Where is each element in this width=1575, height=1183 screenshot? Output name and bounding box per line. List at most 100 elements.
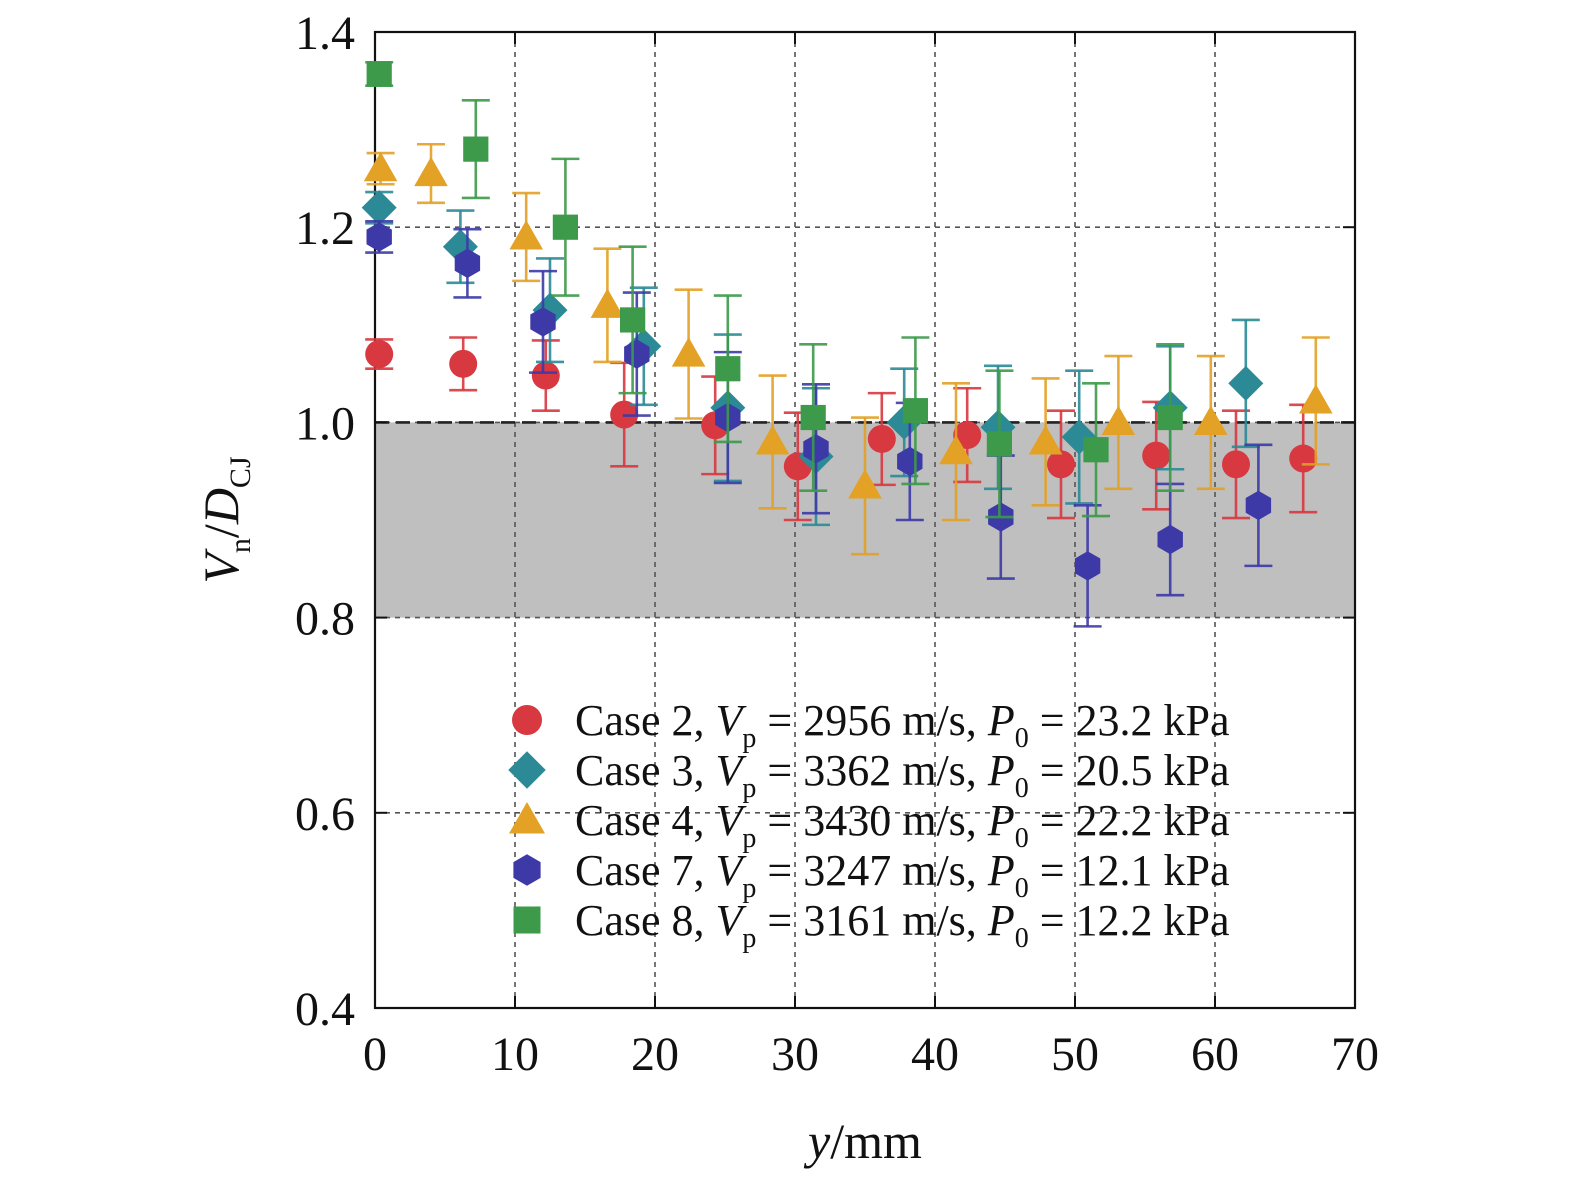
data-point xyxy=(848,469,882,499)
y-tick-label: 0.4 xyxy=(295,983,355,1036)
legend-label: Case 4, Vp = 3430 m/s, P0 = 22.2 kPa xyxy=(575,796,1230,854)
x-axis-symbol: y xyxy=(803,1113,831,1169)
data-point xyxy=(1289,444,1318,473)
legend-v-value: = 3362 m/s, xyxy=(756,746,987,795)
legend-label: Case 7, Vp = 3247 m/s, P0 = 12.1 kPa xyxy=(575,846,1230,904)
data-point xyxy=(1299,384,1333,414)
legend-marker xyxy=(509,802,545,834)
data-point xyxy=(454,248,481,278)
y-axis-subscript-cj: CJ xyxy=(224,456,257,488)
data-point xyxy=(755,425,790,455)
legend-v-value: = 2956 m/s, xyxy=(756,696,987,745)
legend-v-subscript: p xyxy=(742,873,756,904)
legend-v-symbol: V xyxy=(716,746,748,795)
x-tick-label: 10 xyxy=(491,1028,539,1081)
data-point xyxy=(1074,551,1101,581)
data-point xyxy=(902,398,928,424)
legend-v-subscript: p xyxy=(742,723,756,754)
legend-entry: Case 7, Vp = 3247 m/s, P0 = 12.1 kPa xyxy=(513,846,1230,904)
y-axis-title: Vn/DCJ xyxy=(193,456,257,584)
legend-v-subscript: p xyxy=(742,773,756,804)
series-case-4 xyxy=(363,142,1333,556)
series-case-2 xyxy=(365,336,1318,522)
data-point xyxy=(1245,490,1272,521)
y-tick-label: 1.2 xyxy=(295,202,355,255)
legend-p-symbol: P xyxy=(987,746,1015,795)
x-tick-label: 40 xyxy=(911,1028,959,1081)
data-point xyxy=(867,424,896,453)
x-tick-label: 50 xyxy=(1051,1028,1099,1081)
y-tick-label: 1.4 xyxy=(295,7,355,60)
data-point xyxy=(363,151,398,182)
legend-v-subscript: p xyxy=(742,923,756,954)
x-tick-label: 30 xyxy=(771,1028,819,1081)
legend-v-symbol: V xyxy=(716,796,748,845)
legend-marker xyxy=(513,906,541,934)
legend-case: Case 2, xyxy=(575,696,716,745)
data-point xyxy=(552,214,578,240)
data-point xyxy=(365,340,394,369)
x-tick-label: 0 xyxy=(363,1028,387,1081)
legend-p-value: = 20.5 kPa xyxy=(1029,746,1230,795)
legend-label: Case 8, Vp = 3161 m/s, P0 = 12.2 kPa xyxy=(575,896,1230,954)
legend-marker xyxy=(508,751,546,789)
data-point xyxy=(1157,404,1183,431)
data-point xyxy=(1142,441,1171,470)
legend-p-value: = 23.2 kPa xyxy=(1029,696,1230,745)
data-point xyxy=(1228,365,1264,401)
legend-entry: Case 3, Vp = 3362 m/s, P0 = 20.5 kPa xyxy=(508,746,1230,804)
legend-entry: Case 4, Vp = 3430 m/s, P0 = 22.2 kPa xyxy=(509,796,1230,854)
data-point xyxy=(953,421,982,450)
legend-entry: Case 8, Vp = 3161 m/s, P0 = 12.2 kPa xyxy=(513,896,1230,954)
series-case-7 xyxy=(365,220,1273,628)
data-point xyxy=(463,136,489,162)
data-point xyxy=(715,356,741,382)
data-point xyxy=(1157,524,1183,555)
series-layer xyxy=(361,60,1333,628)
data-point xyxy=(361,190,397,226)
x-axis-title: y/mm xyxy=(803,1113,922,1169)
legend-label: Case 3, Vp = 3362 m/s, P0 = 20.5 kPa xyxy=(575,746,1230,804)
x-axis-unit: /mm xyxy=(830,1113,922,1169)
legend-v-subscript: p xyxy=(742,823,756,854)
y-axis-slash: / xyxy=(193,524,249,538)
legend-p-subscript: 0 xyxy=(1015,823,1029,854)
data-point xyxy=(620,307,646,333)
data-point xyxy=(449,349,478,378)
y-axis-symbol-d: D xyxy=(193,488,249,525)
data-point xyxy=(1083,437,1109,463)
data-point xyxy=(1047,450,1075,479)
x-tick-label: 70 xyxy=(1331,1028,1379,1081)
legend-case: Case 3, xyxy=(575,746,716,795)
legend-p-value: = 22.2 kPa xyxy=(1029,796,1230,845)
data-point xyxy=(939,434,973,465)
tick-layer: 0 10 20 30 40 50 60 70 0.4 0.6 0.8 1.0 1.2 1.4 xyxy=(295,7,1379,1081)
legend-label: Case 2, Vp = 2956 m/s, P0 = 23.2 kPa xyxy=(575,696,1230,754)
y-tick-label: 0.6 xyxy=(295,788,355,841)
legend-p-subscript: 0 xyxy=(1015,723,1029,754)
series-case-8 xyxy=(365,60,1185,519)
legend-p-subscript: 0 xyxy=(1015,773,1029,804)
legend-marker xyxy=(513,854,541,886)
legend-v-symbol: V xyxy=(716,896,748,945)
legend-v-value: = 3161 m/s, xyxy=(756,896,987,945)
data-point xyxy=(509,220,543,250)
y-axis-subscript-n: n xyxy=(224,538,257,553)
legend-marker xyxy=(512,705,542,735)
data-point xyxy=(366,61,392,87)
legend-case: Case 7, xyxy=(575,846,716,895)
y-axis-symbol-v: V xyxy=(193,548,249,584)
legend-v-value: = 3247 m/s, xyxy=(756,846,987,895)
legend-case: Case 8, xyxy=(575,896,716,945)
y-tick-label: 1.0 xyxy=(295,397,355,450)
legend-p-subscript: 0 xyxy=(1015,923,1029,954)
legend-p-value: = 12.1 kPa xyxy=(1029,846,1230,895)
axis-labels: y/mm Vn/DCJ xyxy=(193,456,922,1169)
legend-p-value: = 12.2 kPa xyxy=(1029,896,1230,945)
data-point xyxy=(530,307,556,337)
x-tick-label: 20 xyxy=(631,1028,679,1081)
x-tick-label: 60 xyxy=(1191,1028,1239,1081)
data-point xyxy=(671,337,706,367)
